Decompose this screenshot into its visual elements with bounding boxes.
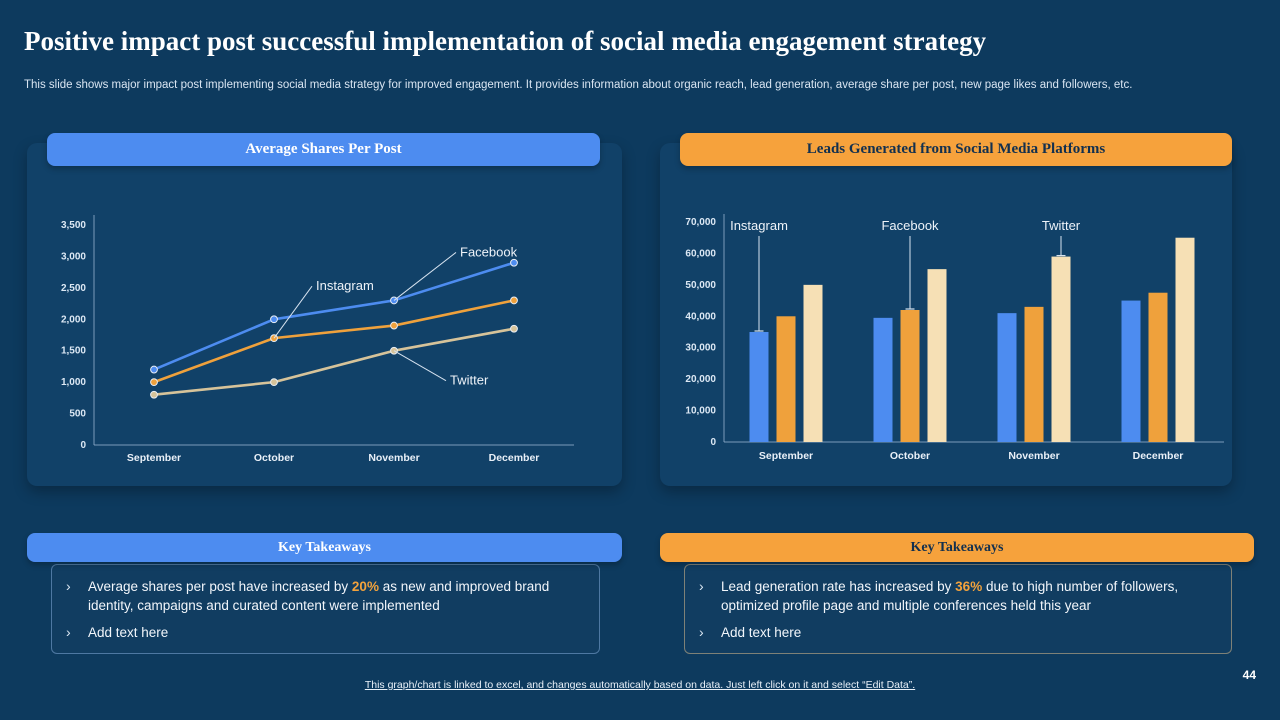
svg-text:Twitter: Twitter — [1042, 218, 1081, 233]
svg-text:Facebook: Facebook — [881, 218, 939, 233]
add-text-placeholder[interactable]: Add text here — [721, 625, 802, 641]
svg-text:0: 0 — [710, 437, 716, 448]
line-chart-svg: 0 500 1,000 1,500 2,000 2,500 3,000 3,500 Septem… — [61, 215, 574, 464]
svg-text:500: 500 — [69, 409, 86, 420]
average-shares-line-chart[interactable]: 0 500 1,000 1,500 2,000 2,500 3,000 3,500 Septem… — [39, 195, 594, 473]
takeaway-bullet: › Add text here — [66, 623, 581, 643]
svg-text:October: October — [254, 452, 294, 464]
key-takeaways-box-left: › Average shares per post have increased… — [51, 564, 600, 654]
highlight-percent: 36% — [955, 579, 983, 594]
takeaway-bullet: › Add text here — [699, 623, 1213, 643]
highlight-percent: 20% — [351, 579, 379, 594]
key-takeaways-header-right: Key Takeaways — [660, 533, 1254, 562]
chart-header-leads-generated: Leads Generated from Social Media Platfo… — [680, 133, 1232, 166]
bullet-chevron-icon: › — [66, 578, 71, 594]
average-shares-chart-panel: 0 500 1,000 1,500 2,000 2,500 3,000 3,500 Septem… — [27, 143, 622, 486]
add-text-placeholder[interactable]: Add text here — [88, 625, 169, 641]
bullet-chevron-icon: › — [66, 624, 71, 641]
page-number: 44 — [1242, 668, 1256, 682]
svg-text:1,000: 1,000 — [61, 377, 86, 388]
svg-text:0: 0 — [80, 440, 86, 451]
svg-text:October: October — [890, 450, 930, 462]
chart-header-average-shares: Average Shares Per Post — [47, 133, 600, 166]
svg-text:Twitter: Twitter — [450, 373, 489, 388]
svg-text:2,000: 2,000 — [61, 314, 86, 325]
svg-text:Facebook: Facebook — [460, 244, 518, 259]
svg-text:Instagram: Instagram — [316, 278, 374, 293]
bullet-chevron-icon: › — [699, 578, 704, 594]
bullet-chevron-icon: › — [699, 624, 704, 641]
page-title: Positive impact post successful implemen… — [24, 26, 987, 56]
bar-chart-svg: 0 10,000 20,000 30,000 40,000 50,000 60,000 70,… — [685, 214, 1224, 462]
takeaway-bullet: › Lead generation rate has increased by … — [699, 577, 1213, 615]
takeaway-bullet: › Average shares per post have increased… — [66, 577, 581, 615]
takeaway-text: Lead generation rate has increased by 36… — [721, 579, 1179, 614]
svg-text:November: November — [1008, 450, 1059, 462]
excel-link-note: This graph/chart is linked to excel, and… — [364, 679, 916, 691]
svg-text:30,000: 30,000 — [685, 343, 716, 354]
svg-text:60,000: 60,000 — [685, 248, 716, 259]
svg-text:40,000: 40,000 — [685, 311, 716, 322]
key-takeaways-box-right: › Lead generation rate has increased by … — [684, 564, 1232, 654]
svg-text:December: December — [489, 452, 540, 464]
leads-generated-bar-chart[interactable]: 0 10,000 20,000 30,000 40,000 50,000 60,000 70,… — [666, 187, 1226, 470]
svg-text:September: September — [759, 450, 813, 462]
svg-text:3,500: 3,500 — [61, 220, 86, 231]
svg-text:20,000: 20,000 — [685, 374, 716, 385]
slide-subtitle: This slide shows major impact post imple… — [24, 79, 1133, 91]
svg-text:September: September — [127, 452, 181, 464]
svg-text:Instagram: Instagram — [730, 218, 788, 233]
svg-text:70,000: 70,000 — [685, 217, 716, 228]
svg-text:1,500: 1,500 — [61, 346, 86, 357]
takeaway-text: Average shares per post have increased b… — [88, 579, 550, 614]
key-takeaways-header-left: Key Takeaways — [27, 533, 622, 562]
svg-text:2,500: 2,500 — [61, 283, 86, 294]
svg-text:3,000: 3,000 — [61, 251, 86, 262]
leads-generated-chart-panel: 0 10,000 20,000 30,000 40,000 50,000 60,000 70,… — [660, 143, 1232, 486]
svg-text:November: November — [368, 452, 419, 464]
svg-text:50,000: 50,000 — [685, 280, 716, 291]
svg-text:December: December — [1133, 450, 1184, 462]
svg-text:10,000: 10,000 — [685, 406, 716, 417]
